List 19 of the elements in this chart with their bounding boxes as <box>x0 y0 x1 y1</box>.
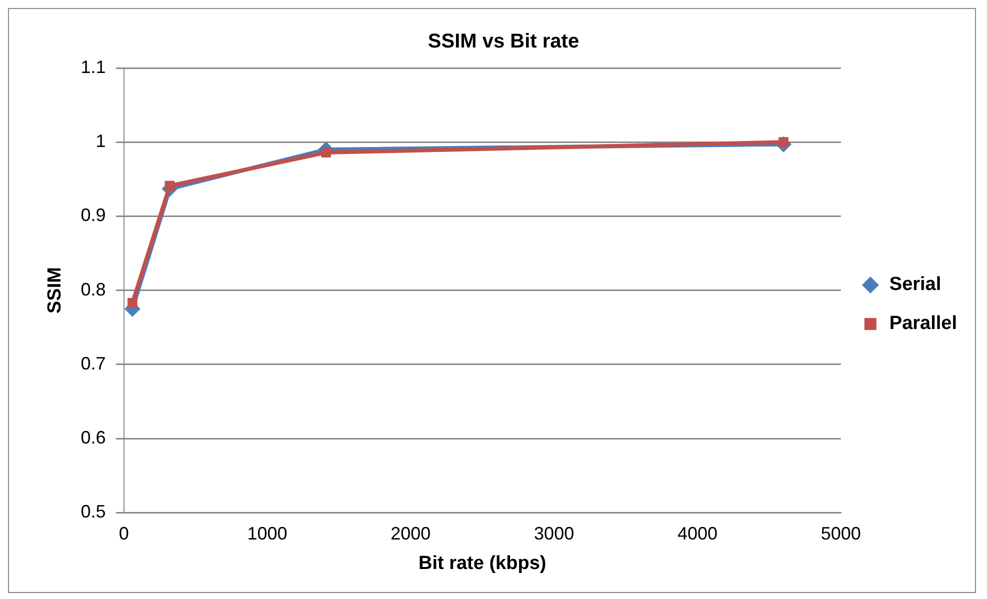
chart-title: SSIM vs Bit rate <box>428 30 580 53</box>
y-tick-label: 0.5 <box>80 502 106 522</box>
x-tick-label: 4000 <box>677 523 718 544</box>
y-tick-label: 0.8 <box>80 279 106 300</box>
x-tick-label: 1000 <box>247 523 288 544</box>
point <box>127 298 138 308</box>
y-tick-label: 0.9 <box>80 205 106 226</box>
y-axis-title: SSIM <box>44 267 66 314</box>
y-tick-label: 1 <box>96 131 106 152</box>
y-tick-label: 0.6 <box>80 427 106 448</box>
x-tick-label: 0 <box>118 523 129 544</box>
x-tick-label: 3000 <box>534 523 574 544</box>
x-tick-label: 2000 <box>390 523 431 544</box>
legend-label: Serial <box>889 274 942 296</box>
x-axis-title: Bit rate (kbps) <box>418 552 546 574</box>
x-tick-label: 5000 <box>820 523 861 544</box>
legend-label: Parallel <box>889 313 958 334</box>
y-tick-label: 1.1 <box>80 56 106 77</box>
y-tick-label: 0.7 <box>80 353 106 374</box>
